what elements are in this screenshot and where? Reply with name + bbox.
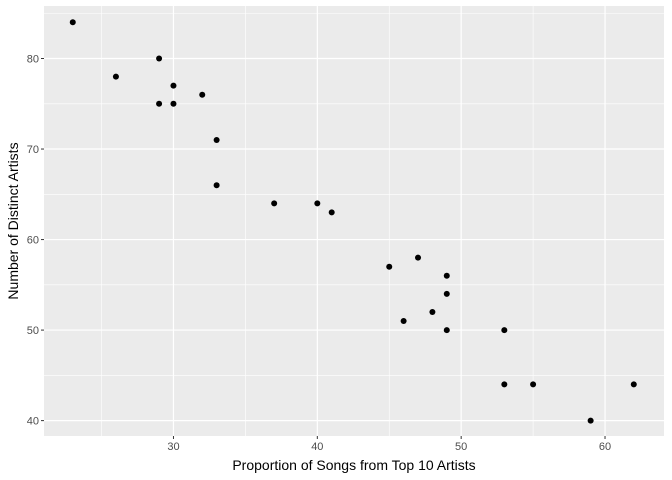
data-point (501, 327, 508, 334)
x-axis-title: Proportion of Songs from Top 10 Artists (232, 457, 475, 473)
y-tick-label: 50 (27, 325, 39, 337)
data-point (630, 381, 637, 388)
data-point (386, 263, 393, 270)
x-tick-label: 50 (455, 441, 467, 453)
data-point (587, 417, 594, 424)
minor-gridlines (44, 6, 664, 436)
y-tick-label: 40 (27, 416, 39, 428)
data-point (400, 318, 407, 325)
data-point (213, 182, 220, 189)
data-point (156, 100, 163, 107)
data-point (443, 327, 450, 334)
x-tick-label: 30 (167, 441, 179, 453)
data-point (156, 55, 163, 62)
y-tick-label: 60 (27, 235, 39, 247)
data-points (69, 19, 637, 424)
x-tick-label: 60 (599, 441, 611, 453)
data-point (170, 100, 177, 107)
data-point (199, 91, 206, 98)
y-tick-label: 80 (27, 54, 39, 66)
x-tick-label: 40 (311, 441, 323, 453)
data-point (69, 19, 76, 26)
x-axis-ticks: 30 40 50 60 (167, 436, 611, 453)
data-point (530, 381, 537, 388)
data-point (170, 82, 177, 89)
data-point (443, 290, 450, 297)
data-point (112, 73, 119, 80)
data-point (314, 200, 321, 207)
data-point (271, 200, 278, 207)
data-point (429, 308, 436, 315)
y-axis-title: Number of Distinct Artists (5, 142, 21, 299)
data-point (443, 272, 450, 279)
data-point (213, 136, 220, 143)
y-axis-ticks: 40 50 60 70 80 (27, 54, 44, 428)
plot-panel (44, 6, 664, 436)
data-point (501, 381, 508, 388)
major-gridlines (44, 6, 664, 436)
data-point (415, 254, 422, 261)
data-point (328, 209, 335, 216)
y-tick-label: 70 (27, 144, 39, 156)
